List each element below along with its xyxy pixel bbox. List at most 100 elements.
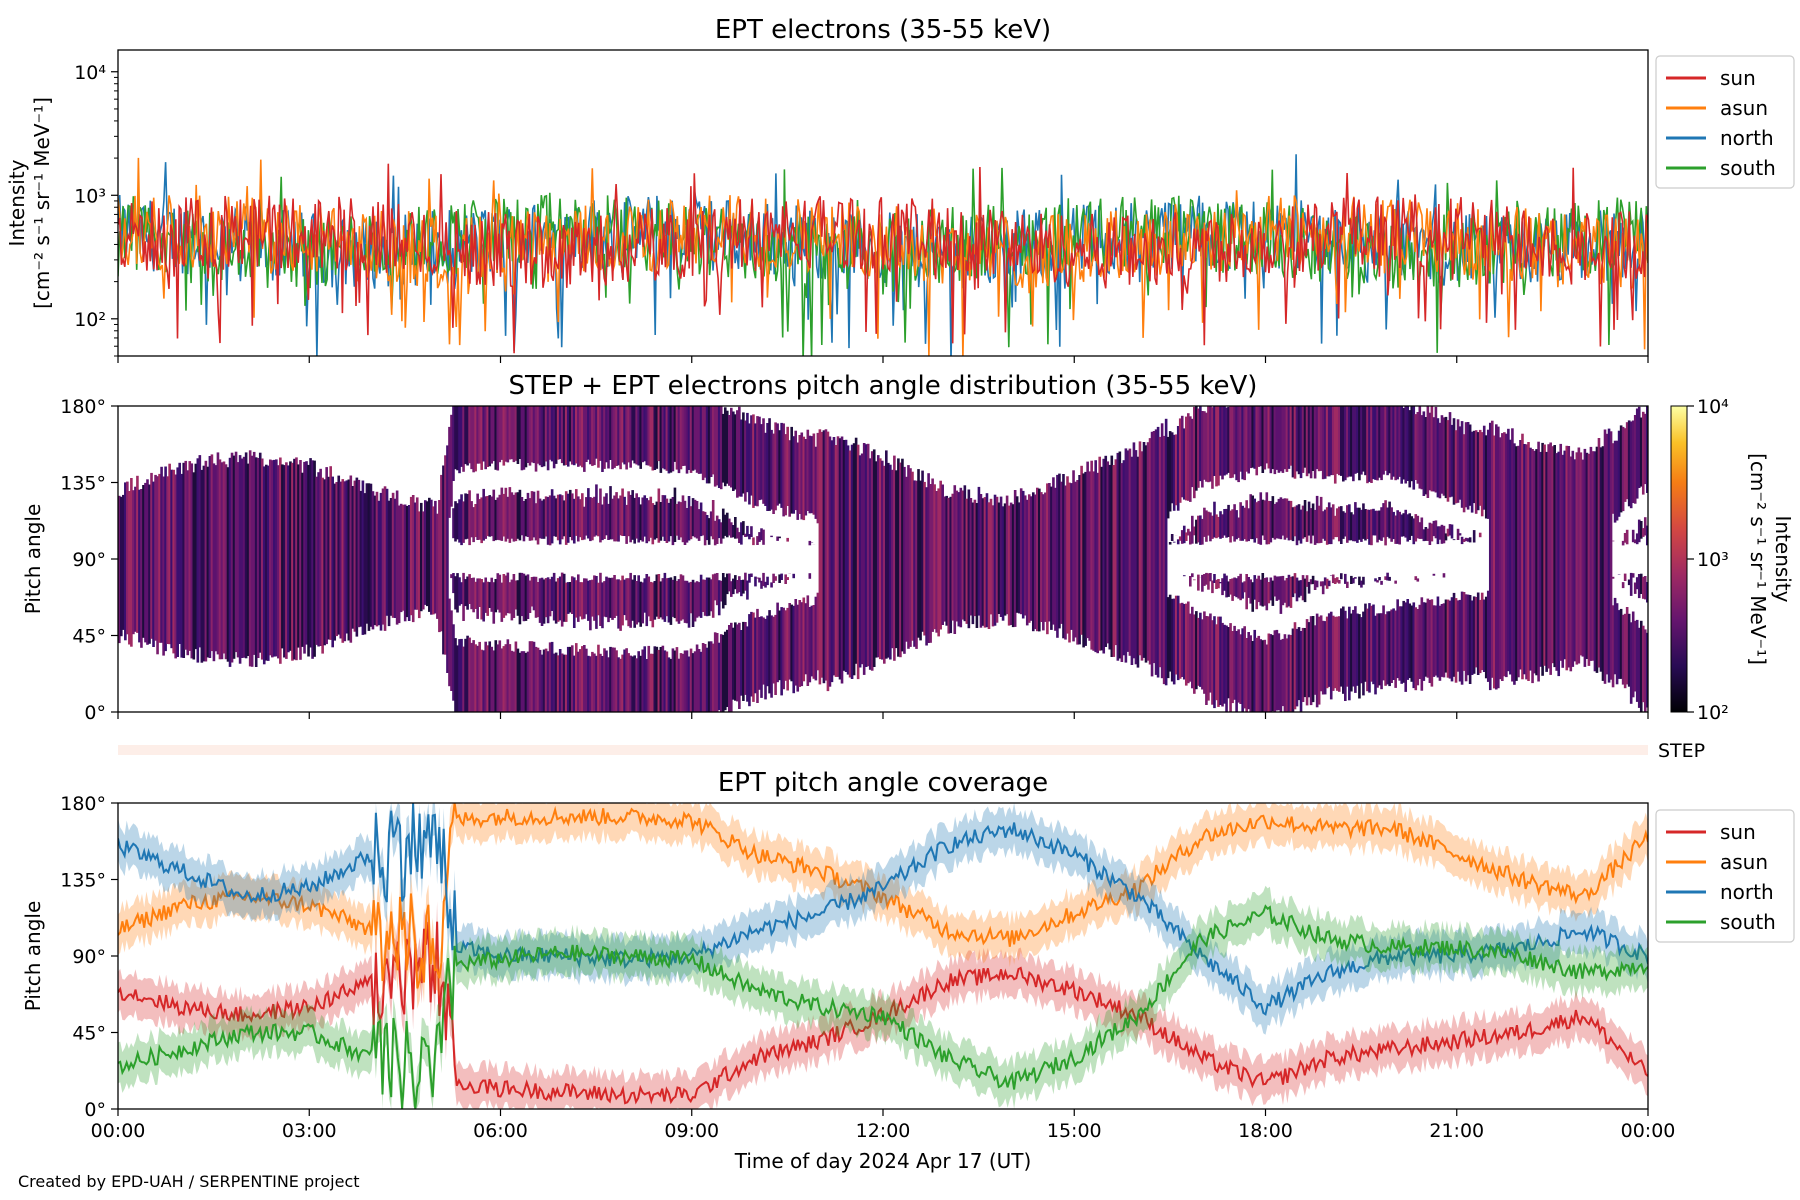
heatmap-cell: [794, 599, 798, 686]
heatmap-cell: [669, 498, 673, 537]
heatmap-cell: [691, 579, 695, 627]
heatmap-cell: [1396, 406, 1399, 480]
heatmap-cell: [1430, 523, 1434, 542]
heatmap-cell: [631, 406, 634, 461]
heatmap-cell: [786, 537, 789, 542]
heatmap-cell: [1426, 598, 1430, 678]
heatmap-cell: [1239, 634, 1242, 704]
heatmap-cell: [909, 468, 912, 647]
heatmap-cell: [186, 470, 190, 656]
heatmap-cell: [1364, 406, 1367, 476]
heatmap-cell: [1201, 518, 1204, 545]
heatmap-cell: [1378, 577, 1381, 581]
heatmap-cell: [1029, 496, 1033, 621]
heatmap-cell: [685, 580, 689, 624]
heatmap-cell: [574, 580, 578, 618]
heatmap-cell: [1329, 575, 1333, 576]
panel1-ylabel-line1: Intensity: [5, 159, 29, 246]
heatmap-cell: [518, 572, 522, 625]
heatmap-cell: [1333, 406, 1337, 484]
heatmap-cell: [1420, 415, 1424, 490]
heatmap-cell: [1585, 452, 1589, 659]
heatmap-cell: [1293, 622, 1297, 710]
heatmap-cell: [1637, 519, 1641, 543]
panel3-x-ticks: 00:00 03:00 06:00 09:00 12:00 15:00 18:00 21:00…: [91, 1109, 1675, 1142]
heatmap-cell: [550, 576, 554, 611]
heatmap-cell: [1247, 577, 1250, 598]
heatmap-cell: [494, 406, 498, 470]
heatmap-cell: [466, 635, 469, 712]
heatmap-cell: [1259, 492, 1263, 545]
heatmap-cell: [1124, 448, 1128, 663]
heatmap-cell: [1543, 444, 1546, 666]
heatmap-cell: [552, 406, 556, 469]
heatmap-cell: [1269, 501, 1273, 543]
heatmap-cell: [971, 502, 975, 625]
heatmap-cell: [1372, 604, 1375, 685]
heatmap-cell: [478, 641, 481, 712]
heatmap-cell: [955, 490, 959, 622]
heatmap-cell: [717, 519, 721, 539]
heatmap-cell: [570, 406, 574, 465]
heatmap-cell: [707, 577, 711, 616]
heatmap-cell: [1416, 412, 1420, 484]
heatmap-cell: [504, 487, 508, 542]
heatmap-cell: [526, 492, 530, 537]
heatmap-cell: [1444, 416, 1448, 499]
heatmap-cell: [1460, 421, 1464, 508]
heatmap-cell: [959, 487, 963, 628]
heatmap-cell: [542, 406, 546, 467]
heatmap-cell: [450, 414, 453, 507]
heatmap-cell: [379, 492, 383, 631]
heatmap-cell: [1414, 414, 1418, 480]
heatmap-cell: [472, 507, 475, 543]
heatmap-cell: [1603, 429, 1607, 684]
heatmap-cell: [1591, 451, 1595, 661]
heatmap-cell: [711, 500, 715, 540]
heatmap-cell: [496, 497, 500, 540]
heatmap-cell: [671, 406, 675, 472]
heatmap-cell: [581, 493, 584, 541]
heatmap-cell: [1281, 638, 1285, 707]
heatmap-cell: [774, 576, 777, 581]
heatmap-cell: [758, 416, 761, 501]
heatmap-cell: [691, 406, 695, 471]
heatmap-cell: [697, 406, 701, 474]
heatmap-cell: [488, 582, 492, 608]
heatmap-cell: [1356, 507, 1359, 543]
heatmap-cell: [693, 582, 697, 622]
heatmap-cell: [736, 527, 739, 539]
heatmap-cell: [1629, 421, 1633, 509]
heatmap-cell: [1283, 580, 1287, 603]
heatmap-cell: [683, 580, 687, 623]
heatmap-cell: [1118, 451, 1122, 659]
heatmap-cell: [1271, 580, 1275, 606]
heatmap-cell: [1321, 620, 1325, 695]
heatmap-cell: [1406, 599, 1410, 680]
heatmap-cell: [661, 645, 665, 712]
heatmap-cell: [1360, 617, 1363, 684]
heatmap-cell: [1637, 627, 1641, 708]
heatmap-cell: [643, 495, 647, 537]
heatmap-cell: [591, 579, 594, 617]
heatmap-cell: [633, 497, 636, 544]
heatmap-cell: [1414, 576, 1418, 581]
heatmap-cell: [758, 532, 761, 542]
heatmap-cell: [603, 496, 606, 539]
heatmap-cell: [468, 574, 471, 604]
heatmap-cell: [496, 573, 500, 610]
heatmap-cell: [1400, 514, 1403, 537]
heatmap-cell: [637, 651, 640, 712]
heatmap-cell: [693, 406, 697, 470]
heatmap-cell: [997, 502, 1001, 614]
heatmap-cell: [395, 490, 399, 625]
heatmap-cell: [1394, 580, 1397, 584]
heatmap-cell: [1102, 458, 1106, 654]
heatmap-cell: [1209, 512, 1212, 542]
heatmap-cell: [601, 656, 604, 712]
heatmap-cell: [1219, 406, 1222, 476]
heatmap-cell: [1209, 573, 1212, 582]
heatmap-cell: [1432, 605, 1436, 677]
heatmap-cell: [281, 464, 284, 649]
